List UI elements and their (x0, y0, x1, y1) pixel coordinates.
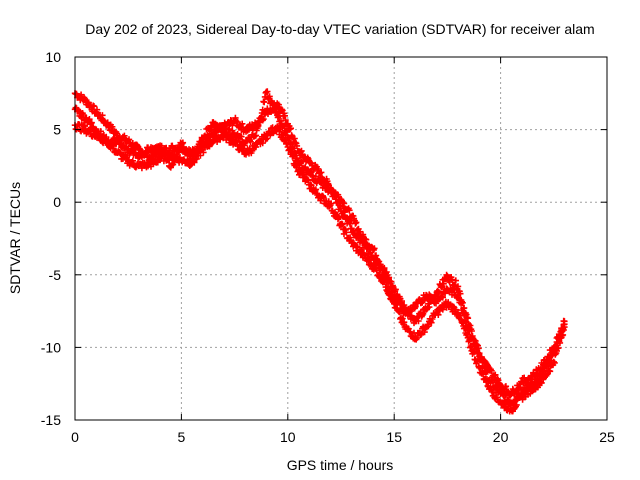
data-point (353, 219, 360, 226)
data-point (312, 186, 320, 193)
data-point (93, 106, 101, 113)
data-point (158, 142, 165, 150)
data-point (162, 149, 169, 157)
data-point (538, 379, 545, 387)
data-point (378, 265, 385, 272)
data-point (483, 376, 491, 383)
data-point (556, 334, 564, 341)
data-point (275, 112, 282, 120)
data-point (457, 296, 464, 304)
data-point (551, 359, 558, 367)
data-point (495, 377, 502, 384)
data-point (259, 106, 266, 113)
data-point (444, 273, 451, 280)
plot-frame (74, 56, 608, 421)
data-point (439, 294, 446, 301)
x-tick-label: 0 (71, 429, 79, 445)
data-point (287, 140, 294, 147)
data-point (435, 311, 442, 318)
y-tick-label: -15 (41, 412, 61, 428)
data-point (428, 319, 435, 326)
y-tick-label: -10 (41, 339, 61, 355)
data-point (417, 331, 424, 338)
x-tick-label: 10 (280, 429, 296, 445)
data-point (460, 312, 468, 319)
data-point (517, 384, 524, 391)
data-point (292, 150, 299, 157)
x-tick-label: 25 (599, 429, 615, 445)
data-point (289, 145, 297, 152)
data-point (320, 194, 327, 201)
data-point (312, 173, 320, 180)
data-point (287, 125, 294, 132)
axis-ticks (74, 56, 608, 421)
data-point (534, 370, 541, 378)
data-point (384, 276, 391, 283)
data-points (71, 88, 568, 415)
data-point (477, 365, 484, 372)
data-point (463, 319, 470, 326)
chart-title: Day 202 of 2023, Sidereal Day-to-day VTE… (85, 21, 594, 37)
data-point (274, 114, 282, 121)
data-point (561, 321, 568, 328)
data-point (90, 103, 98, 110)
data-point (552, 342, 560, 349)
data-point (415, 317, 422, 325)
data-point (293, 142, 301, 150)
data-point (448, 276, 456, 283)
data-point (388, 285, 396, 293)
data-point (513, 401, 520, 409)
data-point (328, 187, 336, 194)
data-point (171, 158, 178, 166)
y-tick-label: 10 (45, 49, 61, 65)
y-tick-label: -5 (49, 267, 62, 283)
data-point (321, 178, 328, 186)
data-point (399, 302, 406, 310)
data-point (266, 93, 273, 100)
data-point (204, 131, 211, 139)
data-point (334, 198, 342, 206)
data-point (343, 229, 350, 236)
data-point (286, 135, 293, 142)
data-point (269, 99, 276, 107)
data-point (327, 200, 335, 207)
data-point (344, 215, 351, 223)
data-point (257, 115, 264, 122)
data-point (502, 383, 510, 390)
data-point (452, 277, 459, 284)
data-point (546, 368, 554, 375)
x-tick-label: 15 (386, 429, 402, 445)
data-point (389, 289, 396, 296)
x-tick-label: 20 (493, 429, 509, 445)
data-point (200, 149, 207, 156)
y-tick-label: 0 (53, 194, 61, 210)
x-tick-label: 5 (178, 429, 186, 445)
y-axis-label: SDTVAR / TECUs (7, 182, 23, 294)
data-point (264, 88, 271, 95)
data-point (457, 300, 465, 307)
data-point (219, 122, 226, 129)
data-point (176, 147, 184, 154)
data-point (123, 143, 130, 150)
data-point (426, 303, 433, 311)
data-point (492, 371, 499, 378)
data-point (324, 182, 331, 189)
data-point (298, 158, 305, 165)
data-point (469, 332, 476, 340)
data-point (505, 401, 513, 409)
data-point (194, 146, 202, 153)
data-point (483, 361, 491, 368)
data-point (466, 327, 473, 334)
x-axis-label: GPS time / hours (287, 457, 394, 473)
data-point (346, 207, 353, 214)
grid (75, 57, 607, 420)
data-point (488, 367, 495, 374)
data-point (335, 214, 342, 221)
data-point (425, 323, 432, 330)
y-tick-label: 5 (53, 122, 61, 138)
